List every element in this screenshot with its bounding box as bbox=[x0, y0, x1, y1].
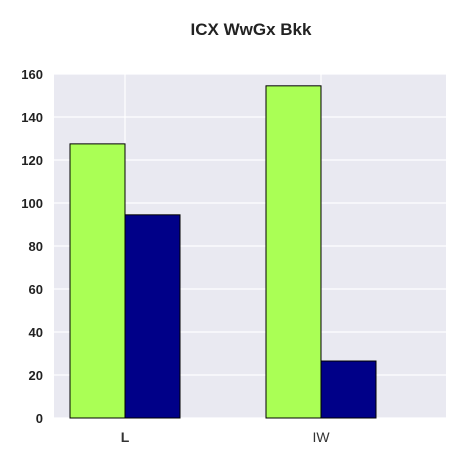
y-tick-label: 140 bbox=[21, 110, 43, 125]
bar-series2-l bbox=[124, 214, 181, 419]
x-tick-label: L bbox=[121, 429, 130, 445]
y-tick-label: 40 bbox=[29, 325, 43, 340]
y-tick-label: 120 bbox=[21, 153, 43, 168]
bar-series1-iw bbox=[265, 85, 322, 419]
chart-title: ICX WwGx Bkk bbox=[191, 20, 312, 39]
bar-series2-iw bbox=[320, 360, 377, 419]
x-tick-label: IW bbox=[312, 429, 330, 445]
y-tick-label: 0 bbox=[36, 411, 43, 426]
y-axis-ticks: 0 20 40 60 80 100 120 140 160 bbox=[21, 67, 43, 426]
y-tick-label: 100 bbox=[21, 196, 43, 211]
bars bbox=[69, 85, 377, 419]
y-tick-label: 20 bbox=[29, 368, 43, 383]
y-tick-label: 80 bbox=[29, 239, 43, 254]
x-axis-ticks: L IW bbox=[121, 429, 331, 445]
y-tick-label: 60 bbox=[29, 282, 43, 297]
bar-series1-l bbox=[69, 143, 126, 419]
y-tick-label: 160 bbox=[21, 67, 43, 82]
